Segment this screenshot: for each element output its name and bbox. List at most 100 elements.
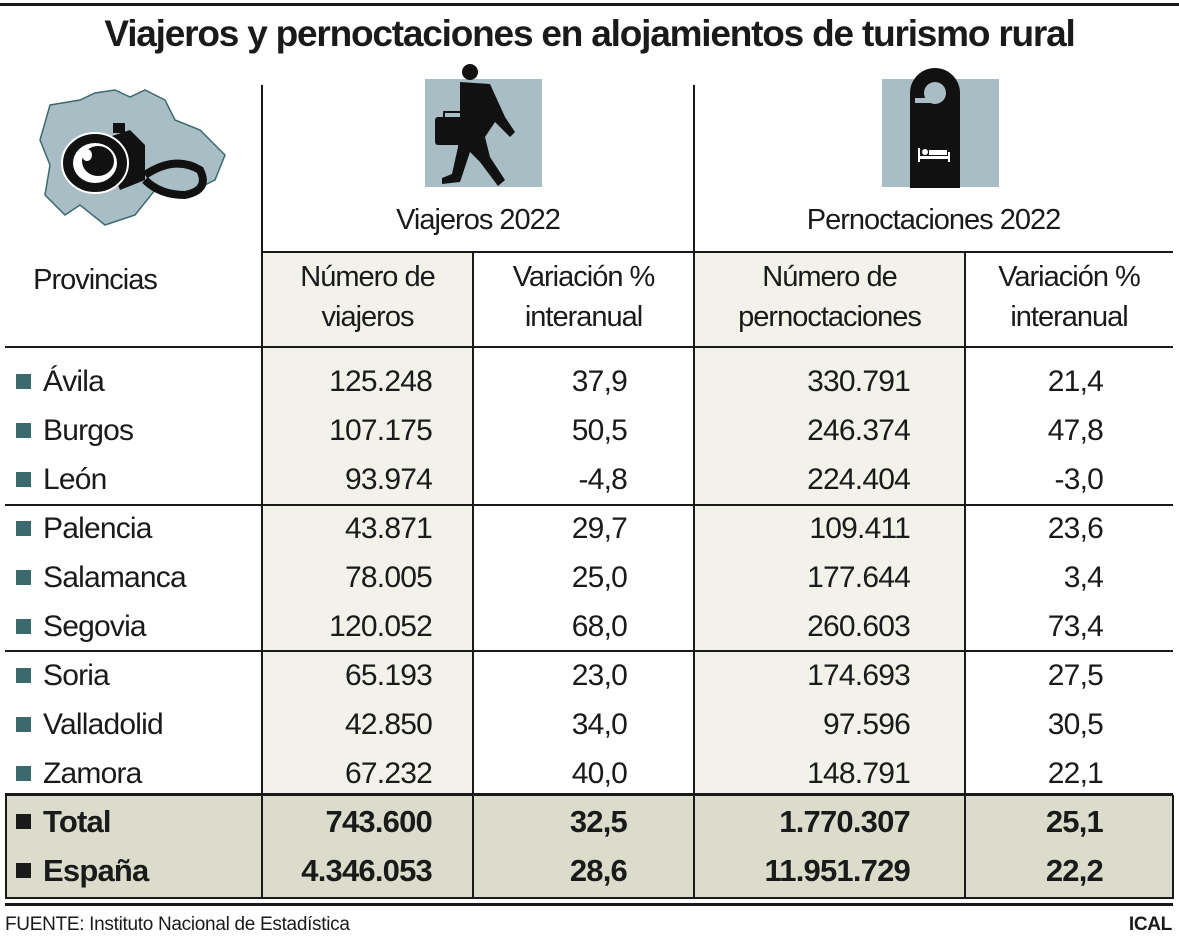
viajeros-value: 743.600 <box>325 804 433 839</box>
province-name: Palencia <box>43 512 152 545</box>
pernoctaciones-value: 224.404 <box>807 463 911 496</box>
viajeros-value: 67.232 <box>345 757 433 790</box>
pernoctaciones-variation: 23,6 <box>1047 512 1104 545</box>
viajeros-variation: 50,5 <box>571 414 628 447</box>
header-line: interanual <box>1010 301 1128 333</box>
header-line: pernoctaciones <box>738 301 922 333</box>
bullet-icon <box>16 863 31 878</box>
pernoctaciones-variation: 47,8 <box>1047 414 1104 447</box>
pernoctaciones-variation: 21,4 <box>1047 365 1104 398</box>
province-name: Salamanca <box>43 561 187 594</box>
pernoctaciones-variation: 73,4 <box>1047 610 1104 643</box>
pernoctaciones-value: 97.596 <box>823 708 911 741</box>
viajeros-variation: 29,7 <box>571 512 628 545</box>
table-row: Total 743.600 32,5 1.770.307 25,1 <box>0 797 1179 846</box>
pernoctaciones-value: 246.374 <box>807 414 911 447</box>
viajeros-value: 120.052 <box>329 610 433 643</box>
province-name: España <box>43 853 149 888</box>
pernoctaciones-value: 109.411 <box>809 512 910 545</box>
castilla-leon-map-with-camera-icon <box>39 89 226 226</box>
province-name: Burgos <box>43 414 134 447</box>
table-row: Segovia 120.052 68,0 260.603 73,4 <box>0 602 1179 651</box>
pernoctaciones-variation: 22,2 <box>1045 853 1104 888</box>
bullet-icon <box>16 472 31 487</box>
bullet-icon <box>16 619 31 634</box>
pernoctaciones-value: 148.791 <box>807 757 911 790</box>
bullet-icon <box>16 374 31 389</box>
table-row: Ávila 125.248 37,9 330.791 21,4 <box>0 357 1179 406</box>
province-name: León <box>43 463 107 496</box>
source-note: FUENTE: Instituto Nacional de Estadístic… <box>5 914 350 935</box>
pernoctaciones-variation: 25,1 <box>1045 804 1104 839</box>
bullet-icon <box>16 717 31 732</box>
pernoctaciones-value: 260.603 <box>807 610 911 643</box>
pernoctaciones-value: 174.693 <box>807 659 911 692</box>
col-header-variacion-pernoctaciones: Variación % interanual <box>965 257 1173 337</box>
bullet-icon <box>16 668 31 683</box>
brand-logo: ICAL <box>1128 914 1172 935</box>
pernoctaciones-value: 330.791 <box>807 365 911 398</box>
pernoctaciones-variation: 3,4 <box>1063 561 1104 594</box>
table-row: León 93.974 -4,8 224.404 -3,0 <box>0 455 1179 504</box>
page-title: Viajeros y pernoctaciones en alojamiento… <box>0 3 1179 62</box>
walking-traveler-icon <box>435 64 515 186</box>
province-name: Total <box>43 804 112 839</box>
header-line: Número de <box>762 261 897 293</box>
table-row: Salamanca 78.005 25,0 177.644 3,4 <box>0 553 1179 602</box>
col-header-provincias: Provincias <box>33 264 158 296</box>
viajeros-value: 4.346.053 <box>301 853 433 888</box>
bullet-icon <box>16 814 31 829</box>
viajeros-variation: 32,5 <box>569 804 628 839</box>
viajeros-variation: 40,0 <box>571 757 628 790</box>
viajeros-value: 78.005 <box>345 561 433 594</box>
header-line: Número de <box>300 261 435 293</box>
header-line: viajeros <box>321 301 415 333</box>
viajeros-variation: 23,0 <box>571 659 628 692</box>
header-line: Variación % <box>998 261 1141 293</box>
province-name: Valladolid <box>43 708 164 741</box>
table-row: Zamora 67.232 40,0 148.791 22,1 <box>0 749 1179 798</box>
viajeros-variation: 34,0 <box>571 708 628 741</box>
group-header-viajeros: Viajeros 2022 <box>396 204 561 236</box>
door-hanger-bed-icon <box>910 68 960 188</box>
viajeros-value: 107.175 <box>329 414 433 447</box>
pernoctaciones-variation: 27,5 <box>1047 659 1104 692</box>
viajeros-variation: 28,6 <box>569 853 628 888</box>
viajeros-value: 125.248 <box>329 365 433 398</box>
shaded-column-pernoctaciones <box>695 253 965 795</box>
table-row: Soria 65.193 23,0 174.693 27,5 <box>0 651 1179 700</box>
viajeros-value: 43.871 <box>345 512 433 545</box>
pernoctaciones-variation: 22,1 <box>1047 757 1104 790</box>
province-name: Zamora <box>43 757 142 790</box>
province-name: Soria <box>43 659 110 692</box>
pernoctaciones-value: 11.951.729 <box>764 853 911 888</box>
province-name: Segovia <box>43 610 147 643</box>
bullet-icon <box>16 766 31 781</box>
pernoctaciones-variation: -3,0 <box>1054 463 1104 496</box>
col-header-numero-pernoctaciones: Número de pernoctaciones <box>694 257 965 337</box>
table-row: Valladolid 42.850 34,0 97.596 30,5 <box>0 700 1179 749</box>
col-header-numero-viajeros: Número de viajeros <box>262 257 473 337</box>
bullet-icon <box>16 570 31 585</box>
viajeros-value: 42.850 <box>345 708 433 741</box>
header-line: Variación % <box>512 261 656 293</box>
viajeros-variation: 37,9 <box>571 365 628 398</box>
viajeros-variation: 68,0 <box>571 610 628 643</box>
bullet-icon <box>16 423 31 438</box>
pernoctaciones-value: 177.644 <box>807 561 911 594</box>
province-name: Ávila <box>43 365 105 398</box>
bullet-icon <box>16 521 31 536</box>
totals-band <box>5 795 1173 899</box>
viajeros-value: 65.193 <box>345 659 433 692</box>
shaded-column-viajeros <box>263 253 473 795</box>
pernoctaciones-value: 1.770.307 <box>779 804 911 839</box>
viajeros-variation: 25,0 <box>571 561 628 594</box>
table-row: España 4.346.053 28,6 11.951.729 22,2 <box>0 846 1179 895</box>
viajeros-value: 93.974 <box>345 463 433 496</box>
header-line: interanual <box>524 301 643 333</box>
col-header-variacion-viajeros: Variación % interanual <box>473 257 694 337</box>
table-row: Palencia 43.871 29,7 109.411 23,6 <box>0 504 1179 553</box>
group-header-pernoctaciones: Pernoctaciones 2022 <box>806 204 1061 236</box>
pernoctaciones-variation: 30,5 <box>1047 708 1104 741</box>
